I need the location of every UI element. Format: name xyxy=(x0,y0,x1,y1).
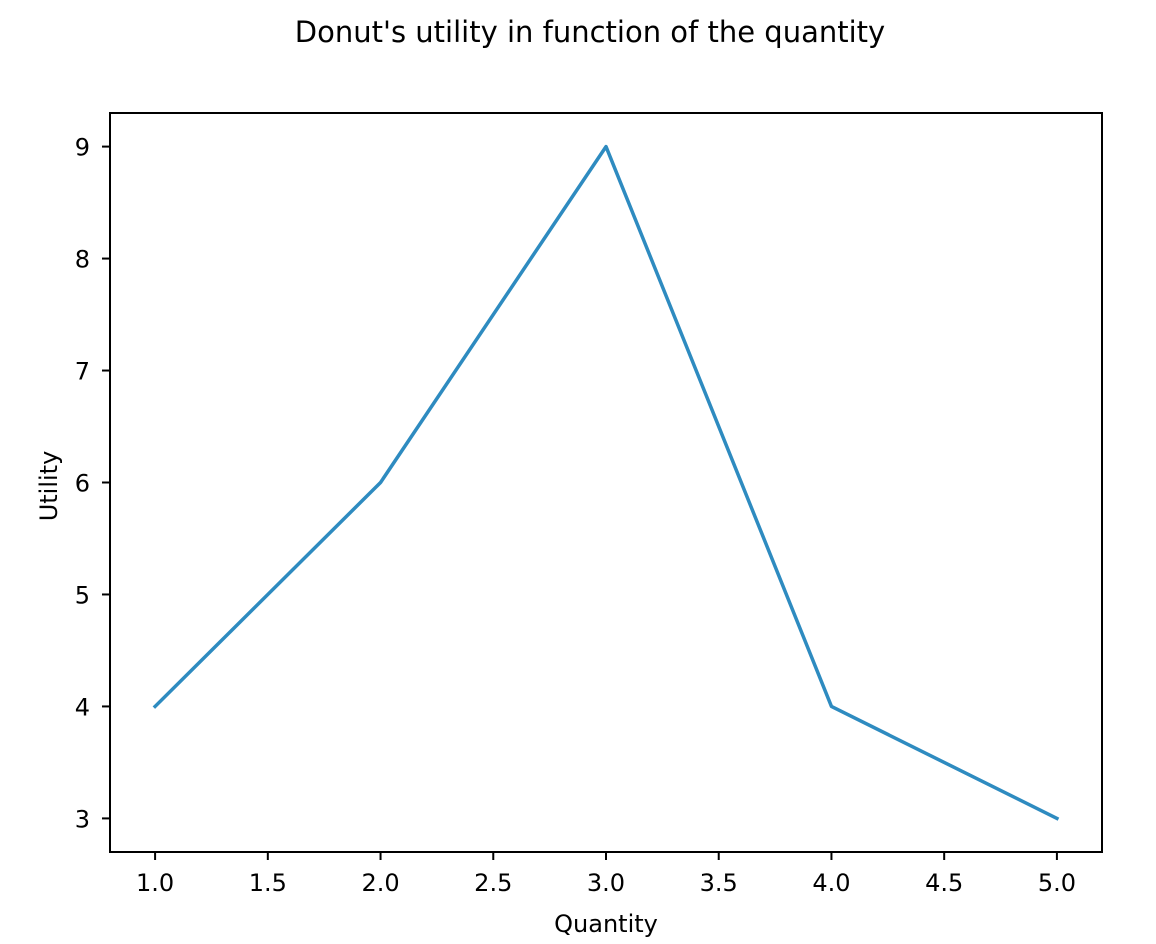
y-axis: 3 4 5 6 7 8 9 xyxy=(75,134,110,833)
plot-area: 1.0 1.5 2.0 2.5 3.0 3.5 4.0 4.5 5.0 3 4 5 6 7 8 9 xyxy=(75,112,1103,897)
x-tick-label: 3.5 xyxy=(700,869,738,897)
y-axis-label: Utility xyxy=(35,451,63,522)
y-tick-label: 3 xyxy=(75,805,90,833)
plot-frame xyxy=(109,112,1103,853)
x-tick-label: 2.5 xyxy=(474,869,512,897)
chart-title: Donut's utility in function of the quant… xyxy=(295,15,885,49)
x-tick-label: 4.5 xyxy=(925,869,963,897)
y-tick-label: 4 xyxy=(75,693,90,721)
y-tick-label: 5 xyxy=(75,581,90,609)
x-tick-label: 4.0 xyxy=(812,869,850,897)
x-tick-label: 3.0 xyxy=(587,869,625,897)
y-tick-label: 7 xyxy=(75,358,90,386)
series-layer xyxy=(152,144,1060,821)
x-tick-label: 1.0 xyxy=(136,869,174,897)
series-line xyxy=(152,144,1060,821)
y-tick-label: 9 xyxy=(75,134,90,162)
x-axis: 1.0 1.5 2.0 2.5 3.0 3.5 4.0 4.5 5.0 xyxy=(136,852,1076,897)
y-tick-label: 6 xyxy=(75,470,90,498)
x-tick-label: 1.5 xyxy=(249,869,287,897)
x-tick-label: 5.0 xyxy=(1038,869,1076,897)
x-axis-label: Quantity xyxy=(554,910,658,938)
y-tick-label: 8 xyxy=(75,246,90,274)
x-tick-label: 2.0 xyxy=(361,869,399,897)
